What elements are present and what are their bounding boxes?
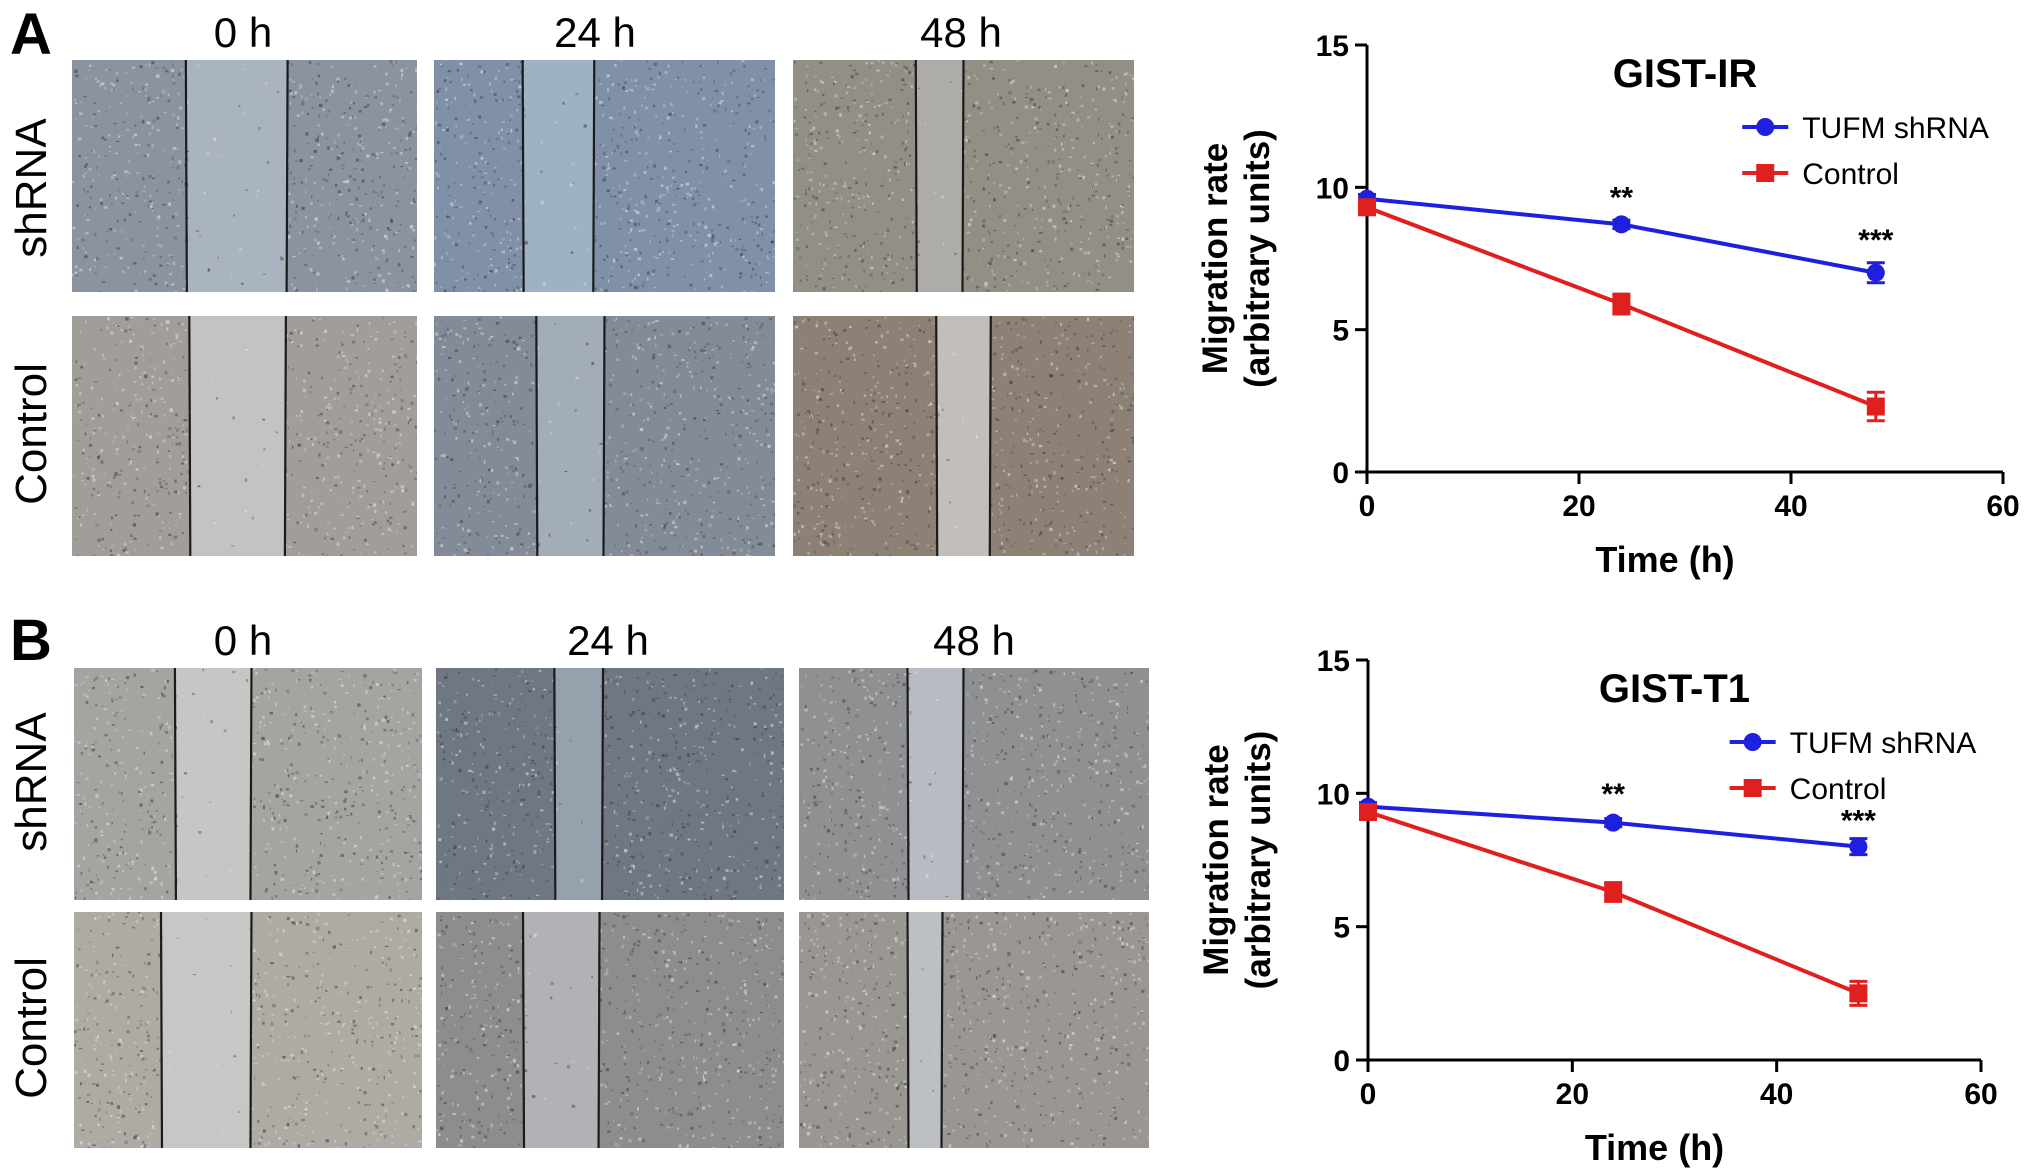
y-tick-label: 15 [1317,645,1350,678]
significance-marker: *** [1841,805,1876,838]
time-label-b-24h: 24 h [567,617,649,664]
micrograph-a-shrna-0h [72,60,417,292]
x-tick-label: 20 [1556,1078,1589,1111]
y-tick-label: 0 [1332,457,1349,490]
legend: TUFM shRNA Control [1729,727,1977,806]
legend-entry: Control [1802,158,1899,191]
y-tick-label: 15 [1316,30,1349,63]
micrograph-a-control-48h [793,316,1134,556]
y-tick-label: 10 [1317,778,1350,811]
micrograph-b-shrna-48h [799,668,1149,900]
time-label-a-0h: 0 h [213,9,273,56]
time-label-b-0h: 0 h [213,617,273,664]
micrograph-b-control-24h [436,912,784,1148]
y-tick-label: 5 [1332,315,1349,348]
chart-title: GIST-T1 [1599,667,1750,711]
legend-entry: TUFM shRNA [1790,727,1977,760]
x-tick-label: 40 [1760,1078,1793,1111]
time-label-a-48h: 48 h [920,9,1002,56]
micrograph-a-control-0h [72,316,417,556]
data-point [1604,813,1623,832]
significance-marker: ** [1602,778,1626,811]
micrograph-b-shrna-24h [436,668,784,900]
series-control [1358,198,1885,423]
significance-marker: ** [1610,181,1634,214]
time-label-b-48h: 48 h [933,617,1015,664]
micrograph-a-control-24h [434,316,775,556]
data-point [1612,215,1631,234]
y-tick-label: 10 [1316,172,1349,205]
x-tick-label: 40 [1774,490,1807,523]
x-axis-label: Time (h) [1585,1127,1724,1168]
data-point [1849,984,1868,1003]
x-tick-label: 0 [1359,490,1376,523]
micrograph-a-shrna-24h [434,60,775,292]
micrograph-b-control-48h [799,912,1149,1148]
y-axis-label: (arbitrary units) [1239,731,1278,990]
x-tick-label: 20 [1562,490,1595,523]
chart-title: GIST-IR [1613,52,1758,96]
data-point [1359,803,1377,821]
data-point [1604,883,1623,901]
panel-letter-b: B [10,608,52,673]
legend: TUFM shRNA Control [1742,112,1989,191]
y-tick-label: 0 [1333,1045,1350,1078]
chart-gist-ir: 0 5 10 15 0 20 40 60 Time (h) Migration rate (arbi… [1196,30,2020,580]
micrograph-a-shrna-48h [793,60,1134,292]
axes: 0 5 10 15 0 20 40 60 [1316,30,2020,523]
x-tick-label: 60 [1964,1078,1997,1111]
legend-entry: TUFM shRNA [1802,112,1989,145]
panel-letter-a: A [10,2,52,67]
axes: 0 5 10 15 0 20 40 60 [1317,645,1998,1111]
series-control [1359,803,1868,1007]
x-tick-label: 0 [1360,1078,1377,1111]
x-axis-label: Time (h) [1595,539,1734,580]
data-point [1849,837,1868,856]
y-axis-label: (arbitrary units) [1238,129,1277,388]
data-point [1358,198,1376,217]
y-tick-label: 5 [1333,912,1350,945]
x-tick-label: 60 [1986,490,2019,523]
y-axis-label: Migration rate [1197,744,1236,975]
time-label-a-24h: 24 h [554,9,636,56]
y-axis-label: Migration rate [1196,143,1235,374]
data-point [1866,263,1885,282]
micrograph-b-shrna-0h [74,668,422,900]
significance-marker: *** [1858,224,1893,257]
legend-entry: Control [1790,773,1887,806]
data-point [1866,397,1885,416]
micrograph-b-control-0h [74,912,422,1148]
data-point [1612,295,1631,314]
